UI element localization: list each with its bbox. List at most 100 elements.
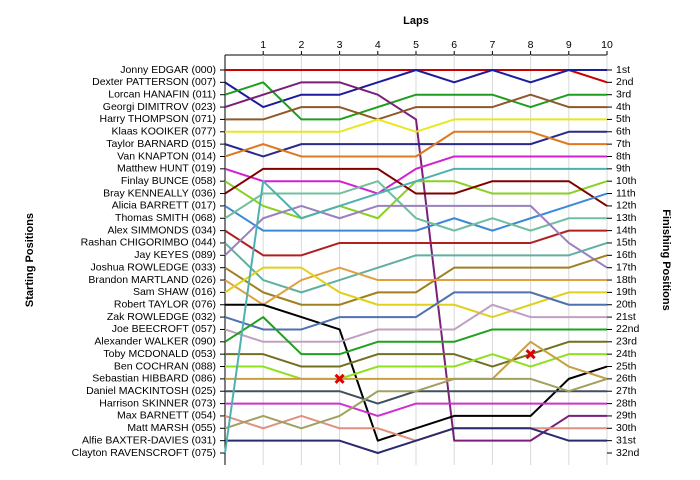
y-tick-label: 18th <box>616 274 637 286</box>
lines <box>224 69 608 454</box>
marker <box>334 373 345 384</box>
series-label: Van KNAPTON (014) <box>117 150 216 162</box>
x-tick-label: 10 <box>601 39 613 51</box>
series-label: Zak ROWLEDGE (032) <box>107 311 216 323</box>
y-tick-label: 16th <box>616 249 637 261</box>
series-line <box>225 402 607 417</box>
y-tick-label: 27th <box>616 385 637 397</box>
series-line <box>224 266 607 319</box>
series-label: Jay KEYES (089) <box>134 249 216 261</box>
x-tick-label: 2 <box>298 39 304 51</box>
series-line <box>224 316 607 356</box>
y-axis-title: Starting Positions <box>24 213 36 307</box>
series-label: Alex SIMMONDS (034) <box>107 224 216 236</box>
series-line <box>224 81 607 121</box>
series-line <box>224 291 607 331</box>
series-label: Toby MCDONALD (053) <box>103 348 216 360</box>
series-label: Sam SHAW (016) <box>133 286 216 298</box>
y-tick-label: 17th <box>616 261 637 273</box>
y-tick-label: 8th <box>616 150 631 162</box>
x-tick-label: 9 <box>566 39 572 51</box>
labels: 1 2 3 4 5 6 7 8 9 10 1st2nd3rd4th5th6th7th8th9th10… <box>72 39 640 459</box>
series-line <box>224 377 608 430</box>
series-line <box>224 69 607 109</box>
y-tick-label: 30th <box>616 422 637 434</box>
x-tick-label: 3 <box>337 39 343 51</box>
series-label: Taylor BARNARD (015) <box>106 138 216 150</box>
series-line <box>224 167 607 454</box>
series-label: Jonny EDGAR (000) <box>120 64 216 76</box>
series-label: Matthew HUNT (019) <box>117 163 216 175</box>
series-line <box>224 204 608 269</box>
series-line <box>224 254 608 306</box>
x-tick-label: 7 <box>489 39 495 51</box>
series-label: Rashan CHIGORIMBO (044) <box>81 237 216 249</box>
series-line <box>225 427 607 454</box>
series-line <box>224 266 607 306</box>
y-tick-label: 3rd <box>616 88 631 100</box>
y-tick-label: 11th <box>616 187 636 199</box>
y-tick-label: 9th <box>616 163 631 175</box>
series-label: Clayton RAVENSCROFT (075) <box>72 447 216 459</box>
y-tick-label: 4th <box>616 101 631 113</box>
marker <box>525 349 536 360</box>
series-line <box>224 155 607 195</box>
y-tick-label: 21st <box>616 311 636 323</box>
y-tick-label: 5th <box>616 113 631 125</box>
series-label: Harrison SKINNER (073) <box>99 397 216 409</box>
series-line <box>224 167 608 207</box>
series-label: Brandon MARTLAND (026) <box>88 274 216 286</box>
y-tick-label: 12th <box>616 200 637 212</box>
series-label: Robert TAYLOR (076) <box>114 299 216 311</box>
y-tick-label: 6th <box>616 126 631 138</box>
series-label: Joe BEECROFT (057) <box>112 323 216 335</box>
y-tick-label: 2nd <box>616 76 634 88</box>
y-tick-label: 14th <box>616 224 637 236</box>
series-line <box>225 353 607 380</box>
y-tick-label: 22nd <box>616 323 640 335</box>
y-tick-label: 29th <box>616 410 637 422</box>
chart-title: Laps <box>403 15 429 27</box>
series-label: Alexander WALKER (090) <box>94 336 216 348</box>
y-tick-label: 26th <box>616 373 637 385</box>
x-tick-label: 5 <box>413 39 419 51</box>
y-tick-label: 7th <box>616 138 631 150</box>
y-tick-label: 24th <box>616 348 637 360</box>
series-label: Max BARNETT (054) <box>117 410 216 422</box>
series-label: Harry THOMPSON (071) <box>100 113 217 125</box>
series-line <box>224 180 607 232</box>
series-label: Lorcan HANAFIN (011) <box>108 88 216 100</box>
series-line <box>224 130 607 158</box>
series-label: Matt MARSH (055) <box>127 422 216 434</box>
y-tick-label: 31st <box>616 434 636 446</box>
series-label: Georgi DIMITROV (023) <box>103 101 216 113</box>
y-tick-label: 10th <box>616 175 637 187</box>
y-tick-label: 13th <box>616 212 637 224</box>
y-tick-label: 20th <box>616 299 637 311</box>
y-tick-label: 1st <box>616 64 630 76</box>
series-line <box>224 192 608 232</box>
series-label: Bray KENNEALLY (036) <box>103 187 216 199</box>
x-tick-label: 1 <box>260 39 266 51</box>
series-line <box>224 229 607 257</box>
series-label: Sebastian HIBBARD (086) <box>92 373 216 385</box>
y-tick-label: 32nd <box>616 447 640 459</box>
series-label: Klaas KOOIKER (077) <box>112 126 216 138</box>
y-tick-label: 28th <box>616 397 637 409</box>
series-label: Joshua ROWLEDGE (033) <box>91 261 216 273</box>
series-label: Ben COCHRAN (088) <box>114 360 216 372</box>
series-label: Alicia BARRETT (017) <box>112 200 216 212</box>
series-label: Dexter PATTERSON (007) <box>92 76 216 88</box>
series-line <box>225 340 608 380</box>
series-label: Alfie BAXTER-DAVIES (031) <box>82 434 216 446</box>
y-tick-label: 15th <box>616 237 637 249</box>
grid <box>220 51 612 465</box>
series-label: Thomas SMITH (068) <box>115 212 216 224</box>
y-tick-label: 19th <box>616 286 637 298</box>
y-tick-label: 23rd <box>616 336 637 348</box>
series-line <box>225 118 607 133</box>
y2-axis-title: Finishing Positions <box>660 209 672 310</box>
